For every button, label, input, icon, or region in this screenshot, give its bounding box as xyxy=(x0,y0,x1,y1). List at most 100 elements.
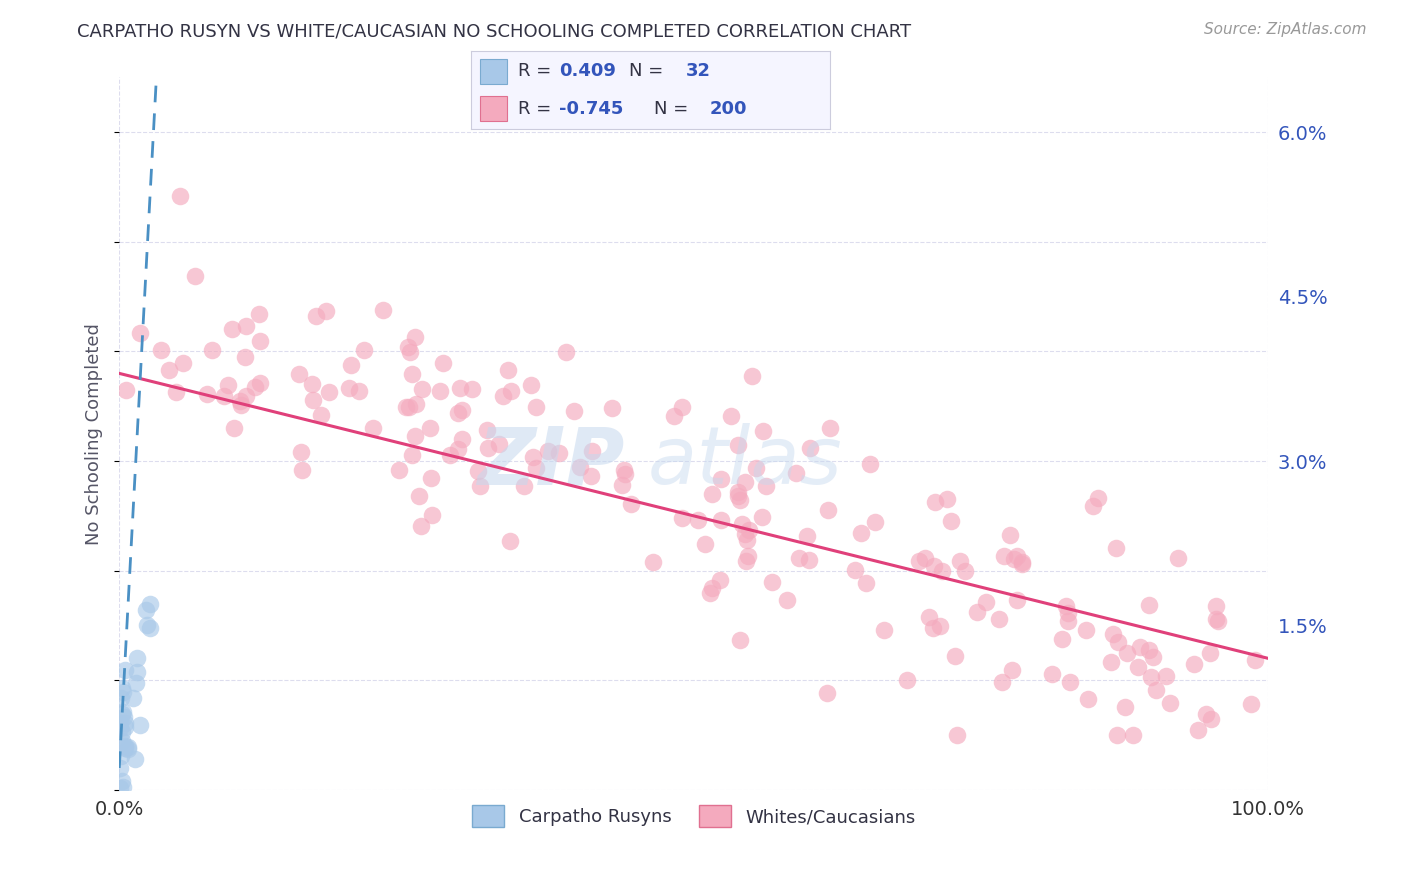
Y-axis label: No Schooling Completed: No Schooling Completed xyxy=(86,323,103,545)
Point xyxy=(288,367,311,381)
Text: R =: R = xyxy=(517,62,557,80)
Point xyxy=(949,554,972,568)
Point xyxy=(614,467,637,481)
Point xyxy=(1167,551,1189,566)
Point xyxy=(429,384,451,398)
Point xyxy=(1105,541,1128,556)
Point xyxy=(1011,557,1033,571)
Point xyxy=(776,592,799,607)
Point xyxy=(1077,692,1099,706)
Point xyxy=(1205,599,1227,613)
Point xyxy=(1154,669,1177,683)
Point xyxy=(201,343,224,357)
Point xyxy=(896,673,918,687)
Point xyxy=(1199,646,1222,660)
Point xyxy=(991,674,1014,689)
Point xyxy=(112,710,135,724)
Point xyxy=(936,492,959,507)
Point xyxy=(755,478,778,492)
Point xyxy=(702,581,724,595)
Point xyxy=(169,189,191,203)
Point xyxy=(709,573,731,587)
Point xyxy=(1126,660,1149,674)
Point xyxy=(139,597,162,611)
Text: CARPATHO RUSYN VS WHITE/CAUCASIAN NO SCHOOLING COMPLETED CORRELATION CHART: CARPATHO RUSYN VS WHITE/CAUCASIAN NO SCH… xyxy=(77,22,911,40)
Point xyxy=(129,718,152,732)
Point xyxy=(1105,728,1128,742)
Point xyxy=(229,393,252,408)
Point xyxy=(818,421,841,435)
Point xyxy=(918,610,941,624)
Point xyxy=(613,463,636,477)
Point xyxy=(562,404,585,418)
Point xyxy=(305,309,328,323)
Point xyxy=(398,401,420,415)
Point xyxy=(114,715,136,730)
Point xyxy=(340,358,363,372)
Point xyxy=(396,339,419,353)
Point xyxy=(337,381,360,395)
Point xyxy=(1005,592,1028,607)
Point xyxy=(110,749,132,764)
Point xyxy=(290,444,312,458)
Point xyxy=(1102,627,1125,641)
Text: 32: 32 xyxy=(686,62,711,80)
Point xyxy=(710,513,733,527)
Point xyxy=(730,516,752,531)
Point xyxy=(165,385,187,400)
Point xyxy=(737,549,759,563)
Text: 0.409: 0.409 xyxy=(558,62,616,80)
Point xyxy=(612,478,634,492)
Point xyxy=(492,389,515,403)
Point xyxy=(1000,527,1022,541)
Point xyxy=(110,761,132,775)
Point xyxy=(1239,697,1261,711)
Point xyxy=(581,444,603,458)
Point xyxy=(411,382,433,396)
Point xyxy=(139,621,162,635)
Point xyxy=(751,510,773,524)
Point xyxy=(1122,728,1144,742)
Point xyxy=(1050,632,1073,647)
Point xyxy=(401,368,423,382)
Point xyxy=(700,487,723,501)
Point xyxy=(1243,653,1265,667)
Point xyxy=(447,442,470,457)
Point xyxy=(128,326,150,340)
Point xyxy=(235,318,257,333)
Point xyxy=(1057,614,1080,628)
Point xyxy=(135,603,157,617)
Text: ZIP: ZIP xyxy=(478,423,624,501)
Point xyxy=(110,724,132,739)
Point xyxy=(1087,491,1109,505)
Point xyxy=(1005,549,1028,564)
Point xyxy=(408,489,430,503)
Legend: Carpatho Rusyns, Whites/Caucasians: Carpatho Rusyns, Whites/Caucasians xyxy=(464,797,922,834)
Point xyxy=(859,457,882,471)
Point xyxy=(751,424,773,438)
Point xyxy=(475,423,498,437)
Point xyxy=(943,648,966,663)
Point xyxy=(135,617,157,632)
Point xyxy=(1195,707,1218,722)
Point xyxy=(1107,634,1129,648)
Point xyxy=(849,525,872,540)
Point xyxy=(353,343,375,358)
Point xyxy=(387,463,409,477)
Point xyxy=(114,739,136,754)
Point xyxy=(124,752,146,766)
Point xyxy=(117,739,139,754)
Point xyxy=(157,363,180,377)
Point xyxy=(863,515,886,529)
Point xyxy=(315,304,337,318)
Point xyxy=(734,526,756,541)
Point xyxy=(931,564,953,578)
Point xyxy=(451,403,474,417)
Point xyxy=(993,549,1015,564)
Point xyxy=(1129,640,1152,654)
Point xyxy=(127,665,149,679)
Point xyxy=(907,554,929,568)
Point xyxy=(1142,650,1164,665)
Point xyxy=(914,551,936,566)
Point xyxy=(470,479,492,493)
